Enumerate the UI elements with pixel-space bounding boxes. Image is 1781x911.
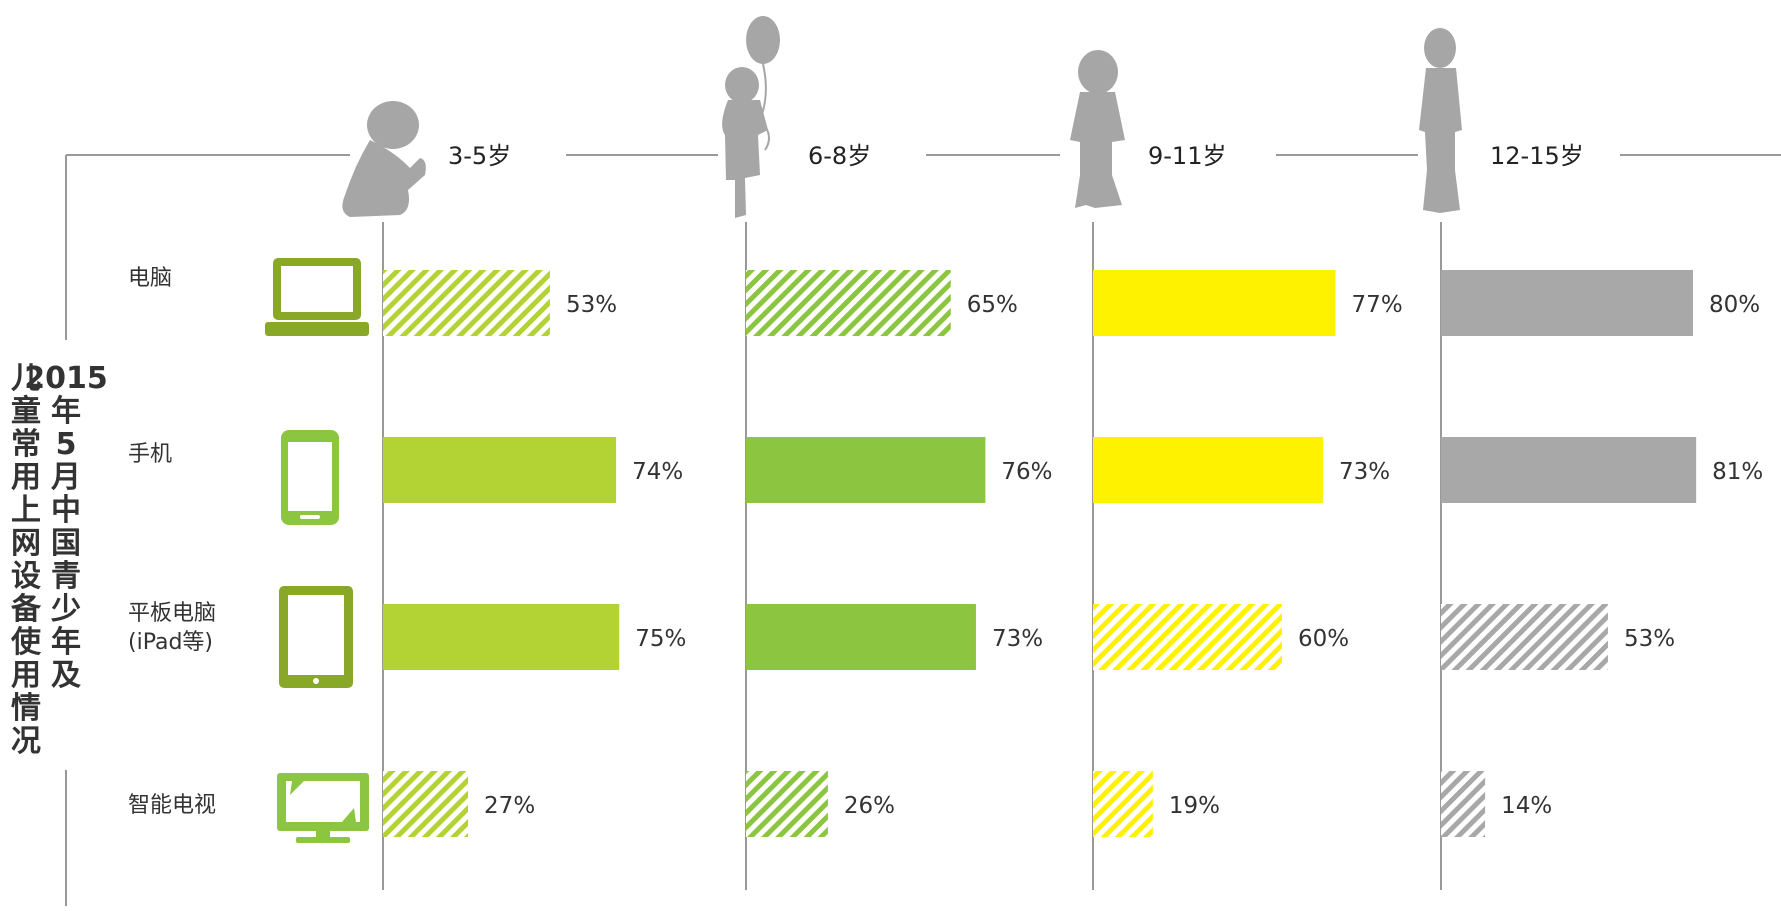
device-icons [265,258,369,843]
device-label-1: 手机 [128,442,172,467]
laptop-icon [265,258,369,349]
bar-0-1 [383,437,617,503]
teen-silhouette-icon [1419,28,1462,213]
bar-3-3 [1441,771,1486,837]
toddler-silhouette-icon [342,101,426,217]
value-label-2-1: 73% [1339,459,1390,485]
bar-0-2 [383,604,620,670]
value-label-1-3: 26% [844,793,895,819]
value-label-0-3: 27% [484,793,535,819]
value-label-3-2: 53% [1624,626,1675,652]
device-label-0: 电脑 [128,266,172,291]
bar-1-3 [746,771,828,837]
value-label-1-2: 73% [992,626,1043,652]
age-labels: 3-5岁 6-8岁 9-11岁 12-15岁 [448,142,1584,170]
bar-1-1 [746,437,986,503]
device-label-2: 平板电脑(iPad等) [128,601,216,655]
bar-1-0 [746,270,951,336]
age-label-6-8: 6-8岁 [808,142,871,170]
girl-with-balloon-silhouette-icon [722,16,780,218]
value-label-3-1: 81% [1712,459,1763,485]
bars: 53% 74% 75% 27% 65% 76% 73% 26% 77% 73% 60% 19% 80% 8… [383,270,1763,837]
tablet-icon [279,586,353,688]
bar-2-3 [1093,771,1153,837]
device-label-3: 智能电视 [128,793,216,818]
value-label-0-2: 75% [635,626,686,652]
boy-silhouette-icon [1070,50,1125,208]
bar-3-0 [1441,270,1693,336]
title-line-1: 儿童常用上网设备使用情况 [10,361,42,759]
frame-lines [65,154,1781,906]
smartphone-icon [281,430,339,525]
bar-2-1 [1093,437,1323,503]
value-label-1-0: 65% [967,292,1018,318]
bar-0-3 [383,771,469,837]
value-label-1-1: 76% [1001,459,1052,485]
bar-2-2 [1093,604,1282,670]
age-label-12-15: 12-15岁 [1490,142,1584,170]
bar-1-2 [746,604,976,670]
value-label-0-0: 53% [566,292,617,318]
bar-3-2 [1441,604,1608,670]
child-silhouettes [342,16,1462,218]
age-label-9-11: 9-11岁 [1148,142,1226,170]
value-label-2-3: 19% [1169,793,1220,819]
value-label-3-0: 80% [1709,292,1760,318]
age-label-3-5: 3-5岁 [448,142,511,170]
bar-0-0 [383,270,550,336]
value-label-2-0: 77% [1352,292,1403,318]
bar-3-1 [1441,437,1697,503]
value-label-0-1: 74% [632,459,683,485]
value-label-2-2: 60% [1298,626,1349,652]
title-line-0: 2015 年 5 月中国青少年及 [24,361,108,693]
value-label-3-3: 14% [1501,793,1552,819]
smart-tv-icon [277,773,369,843]
bar-2-0 [1093,270,1336,336]
